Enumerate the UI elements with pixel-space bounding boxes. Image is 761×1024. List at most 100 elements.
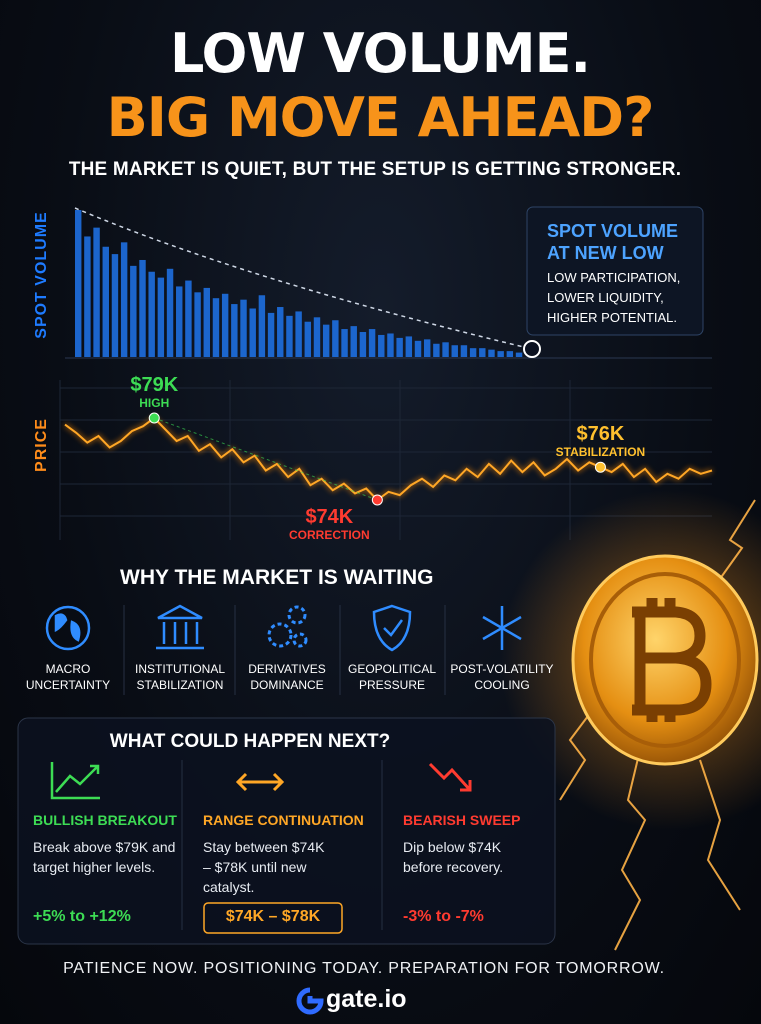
volume-bar [322, 324, 330, 357]
reason-label: MACRO UNCERTAINTY [25, 662, 111, 692]
volume-bar [368, 329, 376, 357]
volume-bar [469, 348, 477, 357]
volume-bar [396, 337, 403, 357]
volume-bar [84, 236, 91, 357]
globe-icon [45, 605, 91, 651]
volume-bar [102, 246, 109, 357]
volume-bar [405, 336, 413, 357]
volume-bar [185, 280, 192, 357]
scenarios-title: WHAT COULD HAPPEN NEXT? [109, 731, 391, 752]
volume-bar [258, 295, 266, 357]
volume-bar [442, 342, 449, 357]
scenario-box [17, 717, 556, 945]
brand-name: gate.io [326, 985, 407, 1013]
callout-text: LOW PARTICIPATION, LOWER LIQUIDITY, HIGH… [547, 270, 681, 325]
reason-label: INSTITUTIONAL STABILIZATION [134, 662, 225, 692]
volume-bar [240, 299, 247, 357]
scenario-dividers [181, 760, 383, 930]
price-marker [371, 494, 383, 506]
volume-bar [332, 320, 339, 357]
volume-bar [387, 333, 394, 357]
annotation-note: CORRECTION [289, 528, 370, 542]
bitcoin-coin [571, 554, 759, 766]
annotation-label: $74K [305, 506, 354, 528]
volume-bar [506, 351, 514, 357]
volume-bar [515, 352, 523, 357]
price-grid [59, 380, 712, 540]
reason-dividers [123, 605, 446, 695]
annotation-label: $76K [576, 423, 625, 446]
volume-bar [231, 304, 238, 357]
volume-bar [194, 292, 201, 357]
volume-bar [249, 308, 256, 357]
volume-bar [277, 307, 284, 357]
title-line-2: BIG MOVE AHEAD? [106, 86, 655, 149]
volume-bar [212, 298, 220, 357]
scenario-text: Dip below $74K before recovery. [403, 839, 504, 875]
trend-line [74, 207, 533, 350]
scenario-name: RANGE CONTINUATION [203, 812, 364, 828]
reason-label: GEOPOLITICAL PRESSURE [347, 662, 437, 692]
range-icon [235, 772, 285, 792]
reasons-title: WHY THE MARKET IS WAITING [120, 566, 434, 589]
volume-axis-label: SPOT VOLUME [33, 211, 50, 339]
volume-bar [130, 265, 137, 357]
volume-bar [460, 345, 468, 357]
scenario-range: +5% to +12% [33, 908, 131, 925]
annotation-label: $79K [130, 374, 179, 396]
annotation-note: STABILIZATION [555, 445, 646, 460]
volume-bar [93, 227, 100, 357]
volume-bar [423, 339, 431, 357]
callout-box [526, 206, 704, 336]
title-line-1: LOW VOLUME. [170, 22, 591, 85]
bearish-icon [428, 762, 472, 792]
lightning [559, 499, 756, 951]
gears-icon [267, 605, 308, 648]
volume-bar [350, 326, 357, 357]
volume-bar [378, 334, 385, 357]
scenario-text: Stay between $74K – $78K until new catal… [203, 839, 325, 895]
volume-bar [139, 259, 146, 357]
snowflake-icon [482, 606, 522, 650]
volume-bar [203, 287, 210, 357]
volume-bar [451, 345, 458, 357]
volume-bar [157, 277, 165, 357]
volume-low-marker [523, 340, 541, 358]
volume-bar [414, 340, 422, 357]
scenario-text: Break above $79K and target higher level… [33, 839, 176, 875]
scenario-name: BULLISH BREAKOUT [33, 812, 177, 828]
brand-logo [296, 987, 324, 1015]
volume-bar [488, 349, 495, 357]
volume-bar [359, 332, 367, 357]
volume-bar [221, 293, 229, 357]
volume-bar [295, 311, 302, 357]
volume-bar [497, 351, 504, 357]
range-box [203, 902, 343, 934]
reason-label: POST-VOLATILITY COOLING [450, 662, 554, 692]
volume-bar [433, 343, 440, 357]
volume-bar [479, 348, 486, 357]
volume-bar [176, 286, 183, 357]
volume-bar [166, 268, 174, 357]
scenario-range: -3% to -7% [403, 908, 484, 925]
volume-bar [120, 242, 128, 357]
price-marker [148, 412, 160, 424]
bank-icon [156, 604, 204, 650]
footer-tagline: PATIENCE NOW. POSITIONING TODAY. PREPARA… [63, 960, 665, 977]
volume-bar [267, 312, 275, 357]
price-axis-label: PRICE [33, 418, 50, 472]
callout-title: SPOT VOLUME AT NEW LOW [547, 221, 679, 263]
high-to-low-guide [154, 417, 378, 501]
volume-bar [313, 317, 321, 357]
volume-bar [148, 271, 155, 357]
volume-bar [304, 321, 312, 357]
scenario-name: BEARISH SWEEP [403, 812, 521, 828]
subtitle: THE MARKET IS QUIET, BUT THE SETUP IS GE… [68, 159, 682, 180]
price-marker [594, 461, 606, 473]
volume-bar [75, 210, 82, 357]
volume-bar [286, 315, 293, 357]
bullish-icon [50, 762, 100, 800]
volume-bar [341, 329, 348, 357]
